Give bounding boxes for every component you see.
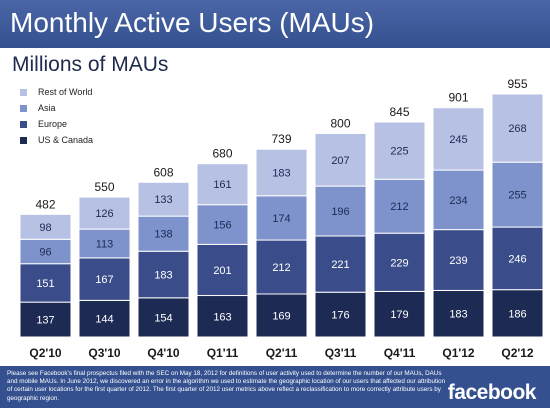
legend-label: Europe: [38, 119, 68, 129]
bar-segment-us-canada: [432, 289, 485, 338]
data-label: 268: [508, 123, 526, 135]
x-tick-label: Q3'11: [325, 346, 357, 360]
data-label: 183: [154, 270, 172, 282]
data-label: 133: [154, 194, 172, 206]
x-tick-label: Q4'11: [384, 346, 416, 360]
data-label: 156: [213, 220, 231, 232]
bar-segment-asia: [373, 178, 426, 234]
bar-segment-us-canada: [373, 290, 426, 338]
bar-segment-rest-of-world: [78, 196, 131, 230]
data-label: 201: [213, 265, 231, 277]
bar-segment-us-canada: [78, 299, 131, 338]
data-label: 212: [272, 262, 290, 274]
legend-swatch: [20, 121, 27, 128]
total-label: 482: [35, 197, 55, 211]
data-label: 138: [154, 229, 172, 241]
data-label: 207: [331, 155, 349, 167]
legend-label: US & Canada: [38, 135, 94, 145]
bar-segment-us-canada: [19, 301, 72, 338]
data-label: 245: [449, 134, 467, 146]
data-label: 186: [508, 308, 526, 320]
x-tick-label: Q2'11: [266, 346, 298, 360]
footnote: Please see Facebook's final prospectus f…: [7, 370, 446, 402]
bar-segment-rest-of-world: [19, 213, 72, 240]
legend-swatch: [20, 137, 27, 144]
data-label: 167: [95, 274, 113, 286]
bar-segment-europe: [78, 257, 131, 301]
data-label: 255: [508, 190, 526, 202]
total-label: 680: [212, 147, 232, 161]
bar-segment-asia: [432, 169, 485, 231]
bar-segment-europe: [255, 239, 308, 295]
bar-segment-europe: [432, 229, 485, 291]
data-label: 221: [331, 259, 349, 271]
x-tick-label: Q2'12: [501, 346, 534, 360]
bar-segment-europe: [19, 263, 72, 303]
footer: Please see Facebook's final prospectus f…: [0, 366, 550, 408]
title-bar: Monthly Active Users (MAUs): [0, 0, 550, 48]
data-label: 183: [449, 309, 467, 321]
data-label: 154: [154, 312, 172, 324]
bar-segment-rest-of-world: [432, 107, 485, 171]
data-label: 126: [95, 208, 113, 220]
facebook-logo: facebook: [447, 381, 537, 404]
bar-segment-europe: [491, 226, 544, 291]
data-label: 161: [213, 179, 231, 191]
data-label: 137: [36, 315, 54, 327]
legend-swatch: [20, 89, 27, 96]
x-tick-label: Q2'10: [29, 346, 62, 360]
data-label: 96: [39, 247, 51, 259]
x-tick-label: Q1'11: [207, 346, 239, 360]
bar-segment-rest-of-world: [196, 163, 249, 206]
data-label: 234: [449, 195, 467, 207]
bar-segment-europe: [314, 235, 367, 293]
data-label: 225: [390, 146, 408, 158]
chart-subtitle: Millions of MAUs: [12, 53, 169, 76]
bar-segment-us-canada: [314, 291, 367, 338]
bar-segment-rest-of-world: [137, 181, 190, 217]
page-title: Monthly Active Users (MAUs): [10, 7, 375, 38]
data-label: 176: [331, 310, 349, 322]
data-label: 113: [96, 238, 114, 250]
legend-label: Asia: [38, 103, 56, 113]
bar-segment-asia: [78, 228, 131, 259]
stacked-bar-chart: 137 151 96 98 482 Q2'10 144 167 113 126 550 Q3'10 15…: [19, 77, 544, 360]
data-label: 98: [39, 222, 51, 234]
data-label: 183: [272, 167, 290, 179]
data-label: 196: [331, 206, 349, 218]
bar-segment-us-canada: [137, 297, 190, 338]
x-tick-label: Q1'12: [442, 346, 475, 360]
data-label: 144: [95, 314, 113, 326]
data-label: 239: [449, 255, 467, 267]
bar-segment-europe: [196, 243, 249, 297]
x-tick-label: Q4'10: [147, 346, 180, 360]
bar-segment-us-canada: [491, 289, 544, 338]
bar-segment-asia: [196, 204, 249, 245]
total-label: 901: [448, 91, 468, 105]
bar-segment-asia: [255, 195, 308, 241]
data-label: 246: [508, 253, 526, 265]
data-label: 179: [390, 309, 408, 321]
bar-segment-rest-of-world: [373, 121, 426, 180]
data-label: 163: [213, 311, 231, 323]
bar-segment-us-canada: [196, 295, 249, 338]
data-label: 151: [36, 278, 54, 290]
total-label: 739: [271, 132, 291, 146]
legend-swatch: [20, 105, 27, 112]
total-label: 608: [153, 165, 173, 179]
bar-segment-rest-of-world: [314, 132, 367, 187]
total-label: 800: [330, 116, 350, 130]
bar-segment-rest-of-world: [491, 93, 544, 163]
total-label: 955: [507, 77, 527, 91]
data-label: 174: [272, 213, 290, 225]
data-label: 169: [272, 310, 290, 322]
bar-segment-europe: [137, 250, 190, 299]
total-label: 845: [389, 105, 409, 119]
legend-label: Rest of World: [38, 87, 93, 97]
data-label: 229: [390, 257, 408, 269]
data-label: 212: [390, 201, 408, 213]
bar-segment-rest-of-world: [255, 148, 308, 197]
x-tick-label: Q3'10: [88, 346, 121, 360]
total-label: 550: [94, 180, 114, 194]
